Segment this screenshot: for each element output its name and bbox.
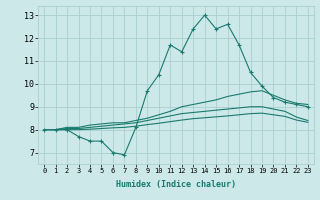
X-axis label: Humidex (Indice chaleur): Humidex (Indice chaleur) xyxy=(116,180,236,189)
